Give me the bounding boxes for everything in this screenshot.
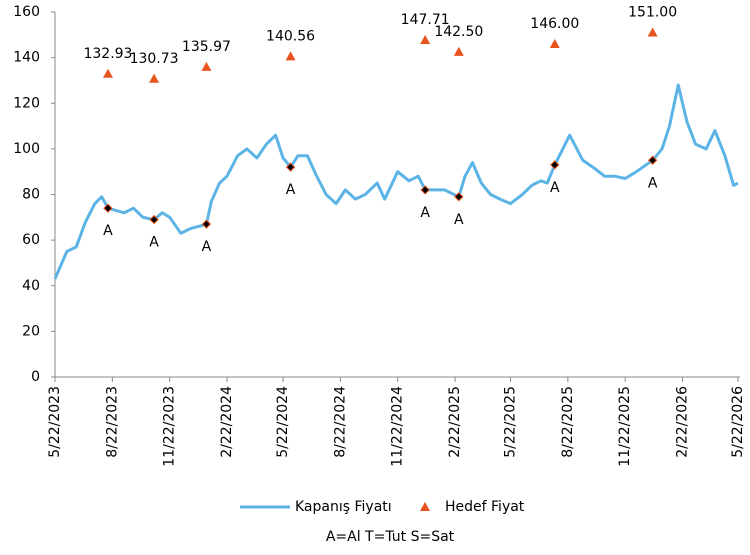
rating-marker [420,185,430,195]
y-tick-label: 40 [22,278,40,294]
y-tick-label: 140 [13,50,40,66]
x-tick-label: 2/22/2025 [447,386,463,458]
x-tick-label: 8/22/2025 [560,386,576,458]
x-tick-label: 8/22/2024 [332,386,348,458]
x-tick-label: 5/22/2024 [275,386,291,458]
x-tick-label: 2/22/2026 [675,386,691,458]
target-marker [149,73,160,83]
rating-label: A [286,182,296,198]
rating-label: A [103,223,113,239]
target-label: 146.00 [530,16,579,32]
target-label: 151.00 [628,5,677,21]
legend-label: Kapanış Fiyatı [295,499,392,515]
legend-label: Hedef Fiyat [445,499,525,515]
x-tick-label: 5/22/2026 [730,386,746,458]
target-marker [201,61,212,71]
x-tick-label: 11/22/2025 [617,386,633,467]
target-label: 147.71 [401,12,450,28]
rating-label: A [454,212,464,228]
y-tick-label: 160 [13,4,40,20]
y-tick-label: 0 [31,369,40,385]
target-marker [647,27,658,37]
target-marker [102,68,113,78]
target-marker [420,35,431,45]
price-line [53,83,739,280]
rating-label: A [648,175,658,191]
target-marker [285,51,296,61]
rating-marker [285,162,296,172]
target-marker [549,38,560,48]
rating-label: A [420,205,430,221]
rating-label: A [202,239,212,255]
rating-label: A [550,180,560,196]
target-label: 142.50 [434,24,483,40]
x-tick-label: 11/22/2024 [390,386,406,467]
rating-note: A=Al T=Tut S=Sat [326,529,455,545]
rating-marker [647,155,658,165]
y-tick-label: 20 [22,323,40,339]
target-marker [453,46,464,56]
y-tick-label: 100 [13,141,40,157]
y-tick-label: 80 [22,187,40,203]
x-tick-label: 11/22/2023 [162,386,178,467]
legend-marker [420,502,430,511]
rating-marker [149,214,159,225]
target-label: 130.73 [130,51,179,67]
y-tick-label: 60 [22,232,40,248]
rating-label: A [149,235,159,251]
x-tick-label: 2/22/2024 [219,386,235,458]
y-tick-label: 120 [13,95,40,111]
target-label: 132.93 [83,46,132,62]
rating-marker [201,219,212,229]
rating-marker [454,192,464,202]
rating-marker [103,203,113,213]
x-tick-label: 5/22/2025 [503,386,519,458]
target-label: 140.56 [266,28,315,44]
rating-marker [550,160,560,170]
x-tick-label: 5/22/2023 [47,386,63,458]
x-tick-label: 8/22/2023 [104,386,120,458]
target-label: 135.97 [182,39,231,55]
